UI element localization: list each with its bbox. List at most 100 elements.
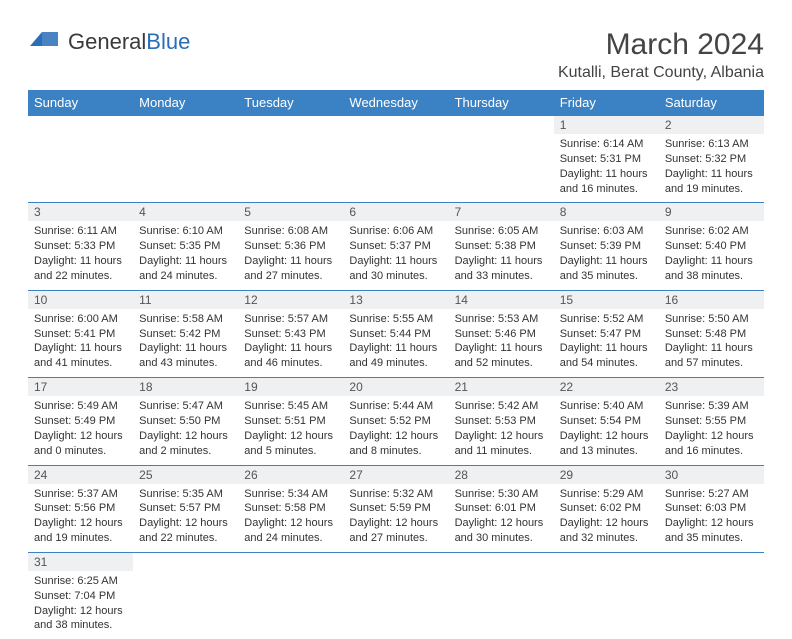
day-number-cell: 20 [343,378,448,397]
sunrise-line: Sunrise: 6:08 AM [244,224,337,239]
daylight-line: Daylight: 11 hours and 38 minutes. [665,254,758,284]
day-number-cell [449,552,554,571]
day-content-cell [554,571,659,639]
daynum-row: 31 [28,552,764,571]
col-header: Tuesday [238,90,343,116]
sunset-line: Sunset: 5:41 PM [34,327,127,342]
col-header: Thursday [449,90,554,116]
sunrise-line: Sunrise: 5:52 AM [560,312,653,327]
daylight-line: Daylight: 11 hours and 43 minutes. [139,341,232,371]
daylight-line: Daylight: 12 hours and 13 minutes. [560,429,653,459]
daylight-line: Daylight: 12 hours and 2 minutes. [139,429,232,459]
day-number-cell: 17 [28,378,133,397]
day-content-cell: Sunrise: 5:57 AMSunset: 5:43 PMDaylight:… [238,309,343,378]
day-number-cell: 31 [28,552,133,571]
sunrise-line: Sunrise: 6:05 AM [455,224,548,239]
day-content-cell [238,134,343,203]
sunrise-line: Sunrise: 6:13 AM [665,137,758,152]
day-number-cell: 9 [659,203,764,222]
sunrise-line: Sunrise: 6:00 AM [34,312,127,327]
day-content-cell [133,134,238,203]
sunrise-line: Sunrise: 5:34 AM [244,487,337,502]
sunset-line: Sunset: 5:31 PM [560,152,653,167]
day-number-cell: 29 [554,465,659,484]
sunrise-line: Sunrise: 6:06 AM [349,224,442,239]
day-number-cell: 6 [343,203,448,222]
day-content-cell [238,571,343,639]
day-content-cell [28,134,133,203]
daylight-line: Daylight: 12 hours and 16 minutes. [665,429,758,459]
daylight-line: Daylight: 12 hours and 5 minutes. [244,429,337,459]
day-content-cell: Sunrise: 5:30 AMSunset: 6:01 PMDaylight:… [449,484,554,553]
col-header: Monday [133,90,238,116]
daynum-row: 24252627282930 [28,465,764,484]
daylight-line: Daylight: 12 hours and 24 minutes. [244,516,337,546]
day-content-cell: Sunrise: 6:08 AMSunset: 5:36 PMDaylight:… [238,221,343,290]
day-content-cell: Sunrise: 5:35 AMSunset: 5:57 PMDaylight:… [133,484,238,553]
sunset-line: Sunset: 6:03 PM [665,501,758,516]
sunrise-line: Sunrise: 5:35 AM [139,487,232,502]
day-number-cell: 15 [554,290,659,309]
sunrise-line: Sunrise: 6:10 AM [139,224,232,239]
logo-part2: Blue [146,29,190,54]
day-content-cell: Sunrise: 5:32 AMSunset: 5:59 PMDaylight:… [343,484,448,553]
day-number-cell [28,116,133,135]
day-number-cell: 26 [238,465,343,484]
sunrise-line: Sunrise: 5:53 AM [455,312,548,327]
sunrise-line: Sunrise: 5:57 AM [244,312,337,327]
sunset-line: Sunset: 5:43 PM [244,327,337,342]
daylight-line: Daylight: 12 hours and 0 minutes. [34,429,127,459]
daylight-line: Daylight: 11 hours and 49 minutes. [349,341,442,371]
daylight-line: Daylight: 11 hours and 16 minutes. [560,167,653,197]
day-number-cell: 16 [659,290,764,309]
sunset-line: Sunset: 5:37 PM [349,239,442,254]
daylight-line: Daylight: 11 hours and 27 minutes. [244,254,337,284]
sunset-line: Sunset: 5:50 PM [139,414,232,429]
daylight-line: Daylight: 11 hours and 33 minutes. [455,254,548,284]
day-number-cell [343,552,448,571]
day-number-cell: 21 [449,378,554,397]
sunrise-line: Sunrise: 5:39 AM [665,399,758,414]
page-title: March 2024 [606,28,764,62]
day-content-cell [449,571,554,639]
logo-part1: General [68,29,146,54]
sunrise-line: Sunrise: 5:45 AM [244,399,337,414]
day-content-cell: Sunrise: 5:29 AMSunset: 6:02 PMDaylight:… [554,484,659,553]
day-content-cell: Sunrise: 5:44 AMSunset: 5:52 PMDaylight:… [343,396,448,465]
day-content-cell: Sunrise: 5:49 AMSunset: 5:49 PMDaylight:… [28,396,133,465]
day-content-cell: Sunrise: 5:37 AMSunset: 5:56 PMDaylight:… [28,484,133,553]
sunset-line: Sunset: 6:02 PM [560,501,653,516]
day-content-cell: Sunrise: 6:13 AMSunset: 5:32 PMDaylight:… [659,134,764,203]
day-content-cell: Sunrise: 6:11 AMSunset: 5:33 PMDaylight:… [28,221,133,290]
sunset-line: Sunset: 5:36 PM [244,239,337,254]
day-content-cell: Sunrise: 6:03 AMSunset: 5:39 PMDaylight:… [554,221,659,290]
day-number-cell: 14 [449,290,554,309]
sunset-line: Sunset: 5:33 PM [34,239,127,254]
logo-text: GeneralBlue [68,29,190,55]
sunset-line: Sunset: 5:51 PM [244,414,337,429]
sunrise-line: Sunrise: 6:11 AM [34,224,127,239]
day-number-cell: 10 [28,290,133,309]
col-header: Friday [554,90,659,116]
sunset-line: Sunset: 5:48 PM [665,327,758,342]
sunrise-line: Sunrise: 5:27 AM [665,487,758,502]
day-number-cell: 13 [343,290,448,309]
day-content-cell: Sunrise: 6:06 AMSunset: 5:37 PMDaylight:… [343,221,448,290]
day-number-cell [449,116,554,135]
day-number-cell: 27 [343,465,448,484]
content-row: Sunrise: 6:14 AMSunset: 5:31 PMDaylight:… [28,134,764,203]
sunset-line: Sunset: 5:55 PM [665,414,758,429]
sunset-line: Sunset: 5:47 PM [560,327,653,342]
daylight-line: Daylight: 12 hours and 22 minutes. [139,516,232,546]
sunset-line: Sunset: 5:53 PM [455,414,548,429]
daylight-line: Daylight: 12 hours and 8 minutes. [349,429,442,459]
day-number-cell [659,552,764,571]
content-row: Sunrise: 5:37 AMSunset: 5:56 PMDaylight:… [28,484,764,553]
sunset-line: Sunset: 5:49 PM [34,414,127,429]
sunset-line: Sunset: 5:40 PM [665,239,758,254]
sunset-line: Sunset: 5:42 PM [139,327,232,342]
day-content-cell: Sunrise: 6:05 AMSunset: 5:38 PMDaylight:… [449,221,554,290]
sunrise-line: Sunrise: 5:29 AM [560,487,653,502]
content-row: Sunrise: 6:25 AMSunset: 7:04 PMDaylight:… [28,571,764,639]
day-number-cell: 22 [554,378,659,397]
